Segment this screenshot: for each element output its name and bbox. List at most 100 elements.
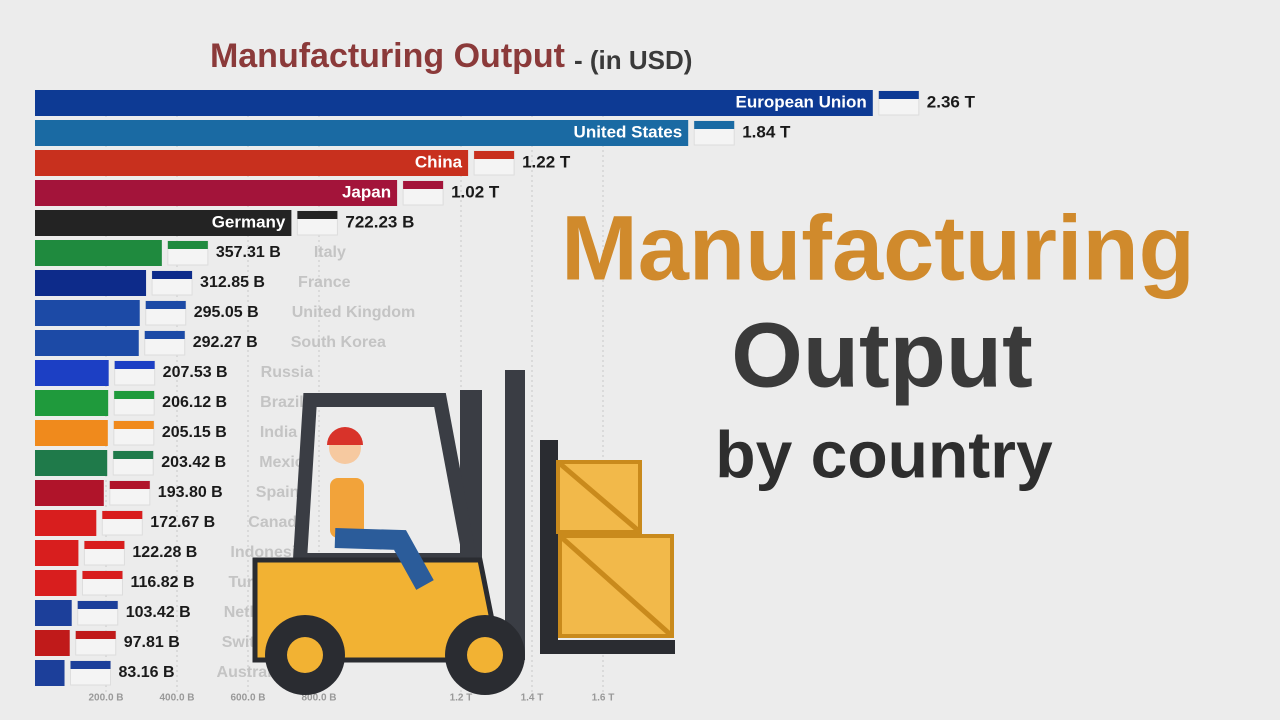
- value-label: 722.23 B: [345, 212, 414, 231]
- value-label: 116.82 B: [130, 574, 194, 591]
- bar: [35, 510, 97, 536]
- bar: [35, 330, 139, 356]
- value-label: 2.36 T: [927, 92, 976, 111]
- value-label: 172.67 B: [150, 514, 215, 531]
- bar: [35, 660, 65, 686]
- bar: [35, 420, 108, 446]
- flag-stripe: [113, 451, 154, 459]
- flag-stripe: [102, 511, 143, 519]
- category-label: Japan: [342, 182, 391, 201]
- value-label: 83.16 B: [119, 664, 175, 681]
- x-tick-label: 400.0 B: [159, 693, 194, 704]
- value-label: 292.27 B: [193, 334, 258, 351]
- chart-title: Manufacturing Output: [210, 37, 565, 75]
- category-label: Indonesia: [230, 544, 305, 561]
- flag-stripe: [297, 211, 338, 219]
- category-label: South Korea: [291, 334, 386, 351]
- fork: [540, 640, 675, 654]
- bar: [35, 450, 108, 476]
- bar: [35, 600, 72, 626]
- flag-stripe: [167, 241, 208, 249]
- category-label: Italy: [314, 244, 346, 261]
- value-label: 122.28 B: [132, 544, 197, 561]
- bar: [35, 570, 77, 596]
- value-label: 295.05 B: [194, 304, 259, 321]
- value-label: 193.80 B: [158, 484, 223, 501]
- bar: [35, 360, 109, 386]
- torso: [330, 478, 364, 538]
- bar: [35, 480, 104, 506]
- category-label: Germany: [212, 212, 286, 231]
- flag-stripe: [403, 181, 444, 189]
- bar: [35, 390, 109, 416]
- category-label: Brazil: [260, 394, 304, 411]
- bar: [35, 180, 398, 206]
- x-tick-label: 800.0 B: [301, 693, 336, 704]
- value-label: 206.12 B: [162, 394, 227, 411]
- value-label: 97.81 B: [124, 634, 180, 651]
- x-tick-label: 200.0 B: [88, 693, 123, 704]
- flag-stripe: [114, 391, 155, 399]
- bar: [35, 540, 79, 566]
- flag-stripe: [474, 151, 515, 159]
- flag-stripe: [75, 631, 116, 639]
- category-label: European Union: [736, 92, 867, 111]
- flag-stripe: [77, 601, 118, 609]
- value-label: 103.42 B: [126, 604, 191, 621]
- overlay-title: Manufacturing: [561, 197, 1195, 299]
- category-label: France: [298, 274, 351, 291]
- flag-stripe: [70, 661, 111, 669]
- bar: [35, 270, 147, 296]
- flag-stripe: [144, 331, 185, 339]
- flag-stripe: [113, 421, 154, 429]
- bar: [35, 150, 469, 176]
- flag-stripe: [152, 271, 193, 279]
- value-label: 357.31 B: [216, 244, 281, 261]
- crate-brace: [558, 534, 674, 638]
- legs: [334, 528, 434, 590]
- value-label: 205.15 B: [162, 424, 227, 441]
- flag-stripe: [114, 361, 155, 369]
- hub: [287, 637, 323, 673]
- x-tick-label: 1.2 T: [450, 693, 473, 704]
- chart-subtitle: - (in USD): [574, 45, 692, 75]
- value-label: 1.84 T: [742, 122, 791, 141]
- category-label: Spain: [256, 484, 300, 501]
- flag-stripe: [82, 571, 123, 579]
- flag-stripe: [145, 301, 186, 309]
- helmet: [327, 427, 363, 445]
- value-label: 207.53 B: [163, 364, 228, 381]
- bar: [35, 240, 162, 266]
- category-label: Canada: [248, 514, 306, 531]
- x-tick-label: 1.6 T: [592, 693, 615, 704]
- x-tick-label: 600.0 B: [230, 693, 265, 704]
- flag-stripe: [694, 121, 735, 129]
- bar: [35, 300, 140, 326]
- bar: [35, 210, 292, 236]
- mast: [505, 370, 525, 660]
- crate-brace: [556, 460, 642, 534]
- category-label: India: [260, 424, 297, 441]
- x-tick-label: 1.4 T: [521, 693, 544, 704]
- flag-stripe: [878, 91, 919, 99]
- value-label: 312.85 B: [200, 274, 265, 291]
- value-label: 1.22 T: [522, 152, 571, 171]
- overlay-subtitle: by country: [715, 417, 1053, 491]
- value-label: 203.42 B: [161, 454, 226, 471]
- flag-stripe: [109, 481, 150, 489]
- category-label: United Kingdom: [292, 304, 416, 321]
- bar: [35, 90, 873, 116]
- overlay-title: Output: [731, 304, 1032, 406]
- bar: [35, 120, 689, 146]
- forklift: [252, 370, 675, 695]
- flag-stripe: [84, 541, 125, 549]
- bar: [35, 630, 70, 656]
- category-label: United States: [574, 122, 683, 141]
- category-label: Russia: [261, 364, 314, 381]
- bars: 200.0 B 400.0 B 600.0 B 800.0 B 1.2 T 1.4 T 1.…: [35, 90, 976, 704]
- category-label: China: [415, 152, 463, 171]
- hub: [467, 637, 503, 673]
- mast: [540, 440, 558, 650]
- value-label: 1.02 T: [451, 182, 500, 201]
